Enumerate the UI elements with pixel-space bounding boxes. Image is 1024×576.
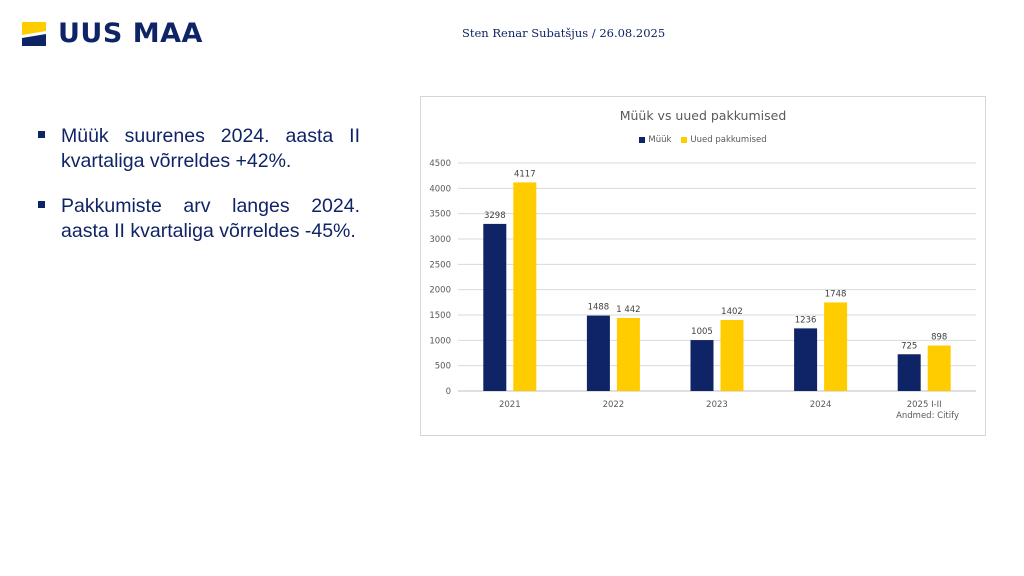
data-label: 4117 [514, 169, 536, 179]
bullet-text: Pakkumiste arv langes 2024. aasta II kva… [61, 195, 360, 242]
legend-label-new-listings: Uued pakkumised [690, 135, 767, 145]
bullet-item: Pakkumiste arv langes 2024. aasta II kva… [38, 194, 360, 244]
y-tick-label: 3500 [429, 210, 451, 220]
author-date: Sten Renar Subatšjus / 26.08.2025 [462, 26, 666, 40]
x-tick-label: 2022 [603, 400, 625, 410]
bar-sales [897, 354, 921, 391]
legend-item-new-listings: Uued pakkumised [681, 135, 767, 145]
bar-sales [690, 340, 714, 391]
bullet-item: Müük suurenes 2024. aasta II kvartaliga … [38, 124, 360, 174]
bar-new-listings [720, 319, 744, 391]
y-tick-label: 3000 [429, 235, 451, 245]
bullet-square-icon [38, 131, 45, 138]
y-tick-label: 4500 [429, 159, 451, 169]
y-tick-label: 0 [446, 387, 451, 397]
y-tick-label: 2500 [429, 260, 451, 270]
chart: Müük vs uued pakkumised Müük Uued pakkum… [420, 96, 986, 436]
bar-sales [586, 315, 610, 391]
chart-plot: 0 500 1000 1500 2000 2500 3000 3500 4000 4500 3298… [429, 159, 976, 410]
data-label: 898 [931, 333, 947, 343]
x-tick-label: 2021 [499, 400, 521, 410]
legend-item-sales: Müük [639, 135, 671, 145]
data-label: 1402 [721, 307, 743, 317]
bar-sales [794, 328, 818, 391]
y-tick-label: 4000 [429, 184, 451, 194]
bar-sales [483, 223, 507, 391]
legend-swatch-new-listings [681, 137, 688, 143]
data-label: 3298 [484, 211, 506, 221]
chart-legend: Müük Uued pakkumised [421, 135, 985, 145]
legend-label-sales: Müük [648, 135, 672, 145]
data-label: 725 [901, 341, 917, 351]
legend-swatch-sales [639, 137, 646, 143]
bullet-list: Müük suurenes 2024. aasta II kvartaliga … [38, 124, 360, 264]
bullet-text: Müük suurenes 2024. aasta II kvartaliga … [61, 125, 360, 172]
y-tick-label: 500 [435, 362, 451, 372]
bar-new-listings [824, 302, 848, 391]
bar-new-listings [927, 345, 951, 391]
logo-text: UUS MAA [58, 18, 203, 49]
x-tick-label: 2025 I-II [907, 400, 942, 410]
bar-new-listings [513, 182, 537, 391]
logo-mark-icon [22, 22, 46, 46]
bullet-square-icon [38, 201, 45, 208]
data-label: 1236 [795, 315, 817, 325]
x-tick-label: 2023 [706, 400, 728, 410]
data-label: 1 442 [616, 305, 640, 315]
y-tick-label: 1500 [429, 311, 451, 321]
data-label: 1748 [825, 289, 847, 299]
logo: UUS MAA [22, 20, 203, 48]
data-label: 1488 [588, 303, 610, 313]
x-tick-label: 2024 [810, 400, 832, 410]
y-tick-label: 2000 [429, 286, 451, 296]
bar-new-listings [616, 317, 640, 391]
chart-title: Müük vs uued pakkumised [619, 108, 787, 123]
y-tick-label: 1000 [429, 336, 451, 346]
chart-source: Andmed: Citify [896, 411, 959, 421]
data-label: 1005 [691, 327, 713, 337]
